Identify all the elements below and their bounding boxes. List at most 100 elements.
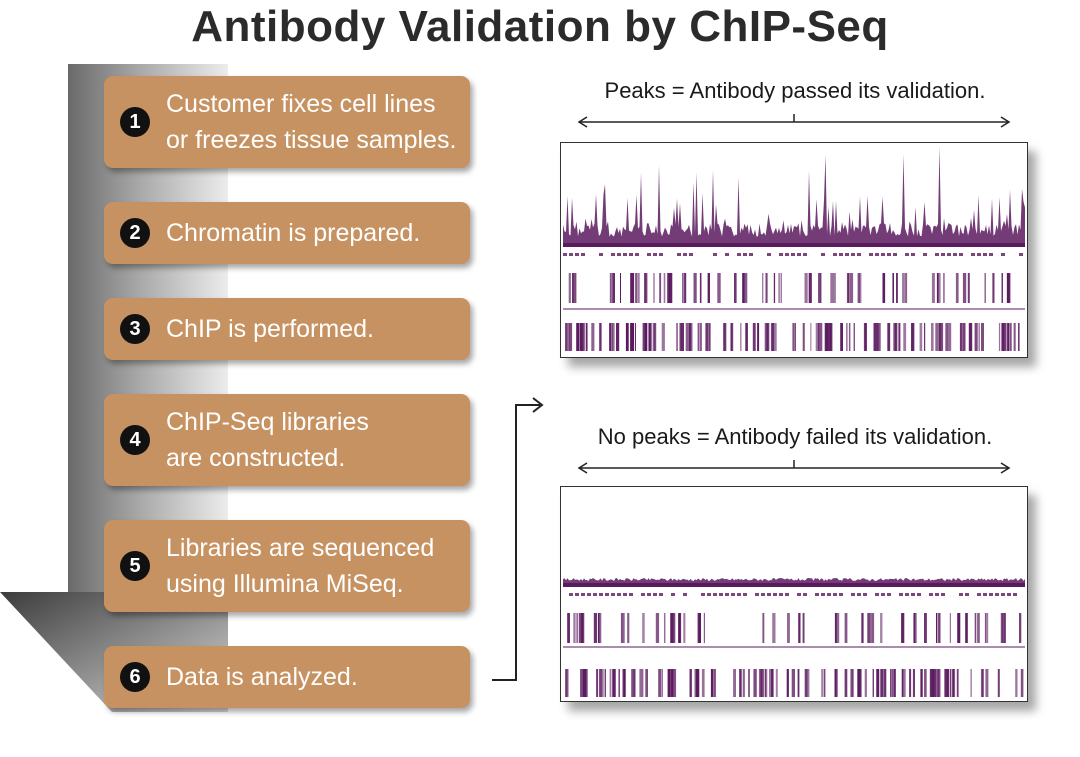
feature-bar — [645, 669, 648, 697]
feature-bar — [576, 323, 580, 351]
coverage-dot — [701, 593, 705, 596]
annotation-bar — [581, 613, 585, 643]
annotation-bar — [802, 613, 805, 643]
feature-bar — [745, 323, 748, 351]
feature-bar — [1009, 323, 1012, 351]
feature-bar — [877, 669, 879, 697]
feature-bar — [945, 323, 948, 351]
step-label: ChIP-Seq libraries are constructed. — [166, 408, 369, 472]
coverage-dot — [623, 253, 627, 256]
feature-bar — [733, 669, 736, 697]
feature-bar — [672, 669, 675, 697]
coverage-dot — [983, 253, 987, 256]
feature-bar — [947, 669, 949, 697]
coverage-dot — [833, 253, 837, 256]
step-4: 4 ChIP-Seq libraries are constructed. — [104, 394, 470, 486]
feature-bar — [634, 323, 636, 351]
annotation-bar — [787, 613, 790, 643]
feature-bar — [887, 323, 890, 351]
feature-bar — [825, 323, 829, 351]
fail-track-panel — [560, 486, 1028, 702]
feature-bar — [654, 323, 657, 351]
annotation-bar — [936, 613, 938, 643]
coverage-dot — [821, 593, 825, 596]
annotation-bar — [697, 613, 701, 643]
coverage-dot — [575, 593, 579, 596]
annotation-bar — [659, 273, 662, 303]
coverage-dot — [869, 253, 873, 256]
coverage-dot — [803, 593, 807, 596]
annotation-bar — [717, 273, 721, 303]
coverage-dot — [875, 253, 879, 256]
step-5: 5 Libraries are sequenced using Illumina… — [104, 520, 470, 612]
feature-bar — [648, 323, 651, 351]
coverage-dot — [677, 253, 681, 256]
feature-bar — [748, 669, 750, 697]
annotation-bar — [1001, 273, 1003, 303]
coverage-dot — [587, 593, 591, 596]
annotation-bar — [913, 613, 917, 643]
coverage-dot — [989, 593, 993, 596]
annotation-bar — [742, 273, 745, 303]
coverage-dot — [857, 593, 861, 596]
feature-bar — [877, 323, 881, 351]
annotation-bar — [663, 273, 666, 303]
feature-bar — [968, 323, 973, 351]
coverage-dot — [923, 253, 927, 256]
feature-bar — [834, 669, 838, 697]
coverage-dot — [941, 253, 945, 256]
annotation-bar — [574, 273, 577, 303]
annotation-bar — [1006, 273, 1011, 303]
feature-bar — [642, 323, 645, 351]
feature-bar — [676, 323, 678, 351]
coverage-dot — [725, 253, 729, 256]
feature-bar — [1003, 323, 1006, 351]
coverage-dot — [605, 593, 609, 596]
annotation-bar — [847, 273, 850, 303]
annotation-bar — [880, 613, 883, 643]
feature-bar — [770, 669, 774, 697]
feature-bar — [853, 323, 855, 351]
feature-bar — [924, 323, 926, 351]
feature-bar — [864, 669, 867, 697]
feature-bar — [901, 669, 904, 697]
feature-bar — [924, 669, 927, 697]
feature-bar — [757, 323, 760, 351]
annotation-bar — [965, 613, 968, 643]
annotation-bar — [762, 273, 764, 303]
coverage-dot — [653, 593, 657, 596]
annotation-bar — [620, 273, 621, 303]
feature-bar — [689, 669, 692, 697]
coverage-dot — [767, 253, 771, 256]
coverage-dot — [935, 593, 939, 596]
feature-bar — [685, 323, 689, 351]
step-2: 2 Chromatin is prepared. — [104, 202, 470, 264]
feature-bar — [863, 323, 867, 351]
coverage-dot — [791, 253, 795, 256]
feature-bar — [770, 323, 775, 351]
coverage-dot — [977, 593, 981, 596]
feature-bar — [639, 669, 641, 697]
coverage-dot — [821, 253, 825, 256]
coverage-dot — [857, 253, 861, 256]
coverage-dot — [905, 253, 909, 256]
feature-bar — [880, 669, 884, 697]
feature-bar — [730, 323, 733, 351]
coverage-dot — [989, 253, 993, 256]
coverage-dot — [617, 253, 621, 256]
annotation-bar — [936, 273, 939, 303]
coverage-dot — [749, 253, 753, 256]
coverage-dot — [995, 593, 999, 596]
feature-bar — [643, 323, 645, 351]
annotation-bar — [905, 273, 908, 303]
annotation-bar — [808, 273, 811, 303]
coverage-dot — [581, 593, 585, 596]
annotation-bar — [810, 273, 812, 303]
feature-bar — [1013, 323, 1016, 351]
annotation-bar — [678, 613, 682, 643]
feature-bar — [802, 323, 805, 351]
annotation-bar — [1019, 613, 1022, 643]
feature-bar — [610, 323, 614, 351]
feature-bar — [909, 669, 912, 697]
coverage-dot — [563, 253, 567, 256]
